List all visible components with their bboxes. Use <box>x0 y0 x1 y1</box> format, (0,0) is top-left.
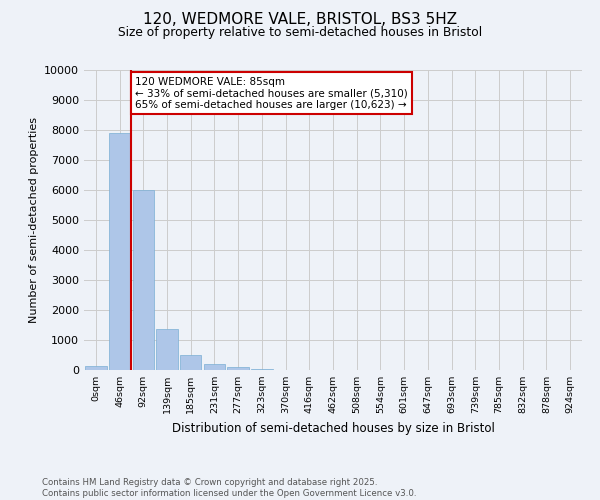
Text: 120, WEDMORE VALE, BRISTOL, BS3 5HZ: 120, WEDMORE VALE, BRISTOL, BS3 5HZ <box>143 12 457 26</box>
Bar <box>204 364 225 370</box>
Text: Contains HM Land Registry data © Crown copyright and database right 2025.
Contai: Contains HM Land Registry data © Crown c… <box>42 478 416 498</box>
Text: 120 WEDMORE VALE: 85sqm
← 33% of semi-detached houses are smaller (5,310)
65% of: 120 WEDMORE VALE: 85sqm ← 33% of semi-de… <box>135 76 408 110</box>
Bar <box>227 367 249 370</box>
Y-axis label: Number of semi-detached properties: Number of semi-detached properties <box>29 117 38 323</box>
Bar <box>109 133 130 370</box>
X-axis label: Distribution of semi-detached houses by size in Bristol: Distribution of semi-detached houses by … <box>172 422 494 434</box>
Bar <box>180 356 202 370</box>
Bar <box>133 190 154 370</box>
Text: Size of property relative to semi-detached houses in Bristol: Size of property relative to semi-detach… <box>118 26 482 39</box>
Bar <box>157 328 178 370</box>
Bar <box>251 368 272 370</box>
Bar <box>85 366 107 370</box>
